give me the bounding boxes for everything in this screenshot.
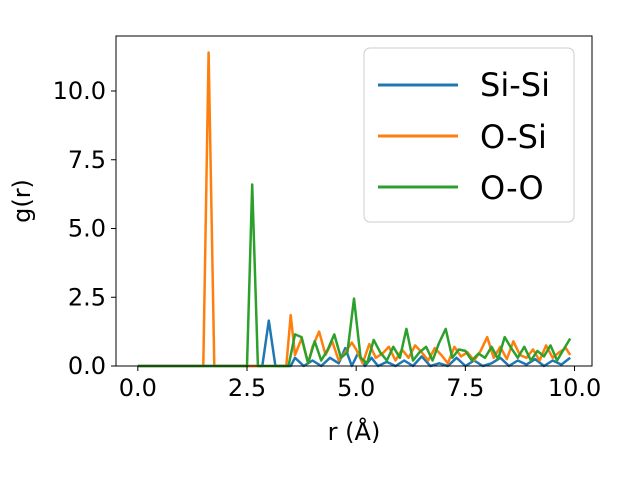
- x-tick-label: 10.0: [548, 374, 601, 402]
- y-tick-label: 5.0: [68, 215, 106, 243]
- y-tick-label: 0.0: [68, 352, 106, 380]
- axis-ticks: 0.0 2.5 5.0 7.5 10.0 0.0 2.5 5.0 7.5 10.0: [53, 77, 602, 402]
- legend-label-o-o: O-O: [480, 169, 544, 207]
- y-tick-label: 2.5: [68, 283, 106, 311]
- legend-label-o-si: O-Si: [480, 118, 547, 156]
- x-tick-label: 5.0: [337, 374, 375, 402]
- series-line-si-si: [137, 319, 571, 368]
- series-lines: [137, 51, 572, 368]
- y-tick-label: 7.5: [68, 146, 106, 174]
- y-axis-label: g(r): [8, 179, 36, 223]
- x-tick-label: 7.5: [446, 374, 484, 402]
- legend-label-si-si: Si-Si: [480, 66, 550, 104]
- x-tick-label: 2.5: [228, 374, 266, 402]
- x-tick-label: 0.0: [119, 374, 157, 402]
- y-tick-label: 10.0: [53, 77, 106, 105]
- series-line-o-o: [137, 183, 572, 368]
- legend-box: [363, 47, 575, 223]
- x-axis-label: r (Å): [328, 417, 381, 446]
- legend: Si-Si O-Si O-O: [363, 47, 575, 223]
- plot-frame: [115, 35, 593, 367]
